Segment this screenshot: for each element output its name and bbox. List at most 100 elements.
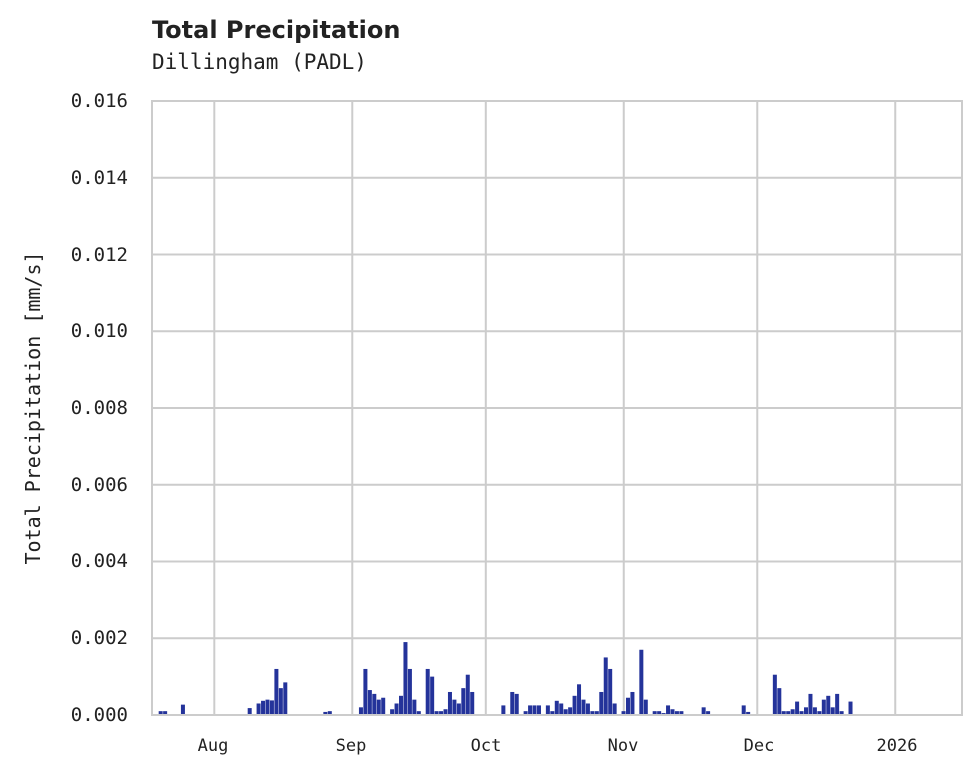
precip-bar [608,668,613,715]
precip-bar [799,711,804,715]
precip-bar [639,649,644,715]
precip-bar [701,707,706,715]
precip-bar [265,699,270,715]
precip-bar [261,700,266,715]
precip-bar [269,700,274,715]
precip-bar [835,693,840,715]
precip-bar [256,703,261,715]
precip-bar [403,642,408,715]
precip-bar [781,711,786,715]
precip-bar [666,705,671,715]
precip-bar [407,668,412,715]
precip-bar [603,657,608,715]
precip-bar [416,711,421,715]
precip-bar [594,711,599,715]
precip-bar [577,684,582,715]
precip-bar [545,705,550,715]
y-tick-7: 0.014 [70,167,128,189]
x-tick-sep: Sep [335,736,367,756]
precip-bar [390,709,395,715]
y-tick-6: 0.012 [70,244,128,266]
x-tick-oct: Oct [470,736,502,756]
x-tick-2026: 2026 [876,736,918,756]
precip-bar [278,688,283,715]
precip-bar [367,690,372,715]
precip-bar [821,699,826,715]
precip-bar [826,695,831,715]
y-tick-8: 0.016 [70,90,128,112]
precip-bar [554,700,559,715]
precip-bar [804,707,809,715]
precip-bar [808,693,813,715]
precip-bar [528,705,533,715]
chart-subtitle: Dillingham (PADL) [152,50,367,74]
y-tick-3: 0.006 [70,474,128,496]
y-tick-4: 0.008 [70,397,128,419]
precip-bar [514,693,519,715]
y-tick-1: 0.002 [70,627,128,649]
precip-bar [372,693,377,715]
precip-bar [643,699,648,715]
precip-bar [559,703,564,715]
precip-bar [572,695,577,715]
precip-bar [839,711,844,715]
precip-bar [674,711,679,715]
precip-bar [439,711,444,715]
precip-bar [461,688,466,715]
chart-title: Total Precipitation [152,16,401,44]
precip-bar [376,699,381,715]
precip-bar [358,707,363,715]
precip-bar [786,711,791,715]
precip-bar [434,711,439,715]
precip-bar [848,701,853,715]
precip-bar [399,695,404,715]
precip-bar [817,711,822,715]
precip-bar [523,711,528,715]
precip-bar [465,674,470,715]
x-tick-dec: Dec [743,736,775,756]
precip-bar [394,703,399,715]
y-tick-5: 0.010 [70,320,128,342]
precip-bar [563,709,568,715]
precip-bar [247,708,252,715]
plot-frame [151,100,963,716]
x-tick-nov: Nov [607,736,639,756]
precip-bar [741,705,746,715]
precip-bar [456,703,461,715]
precipitation-bars [158,642,853,715]
precip-bar [180,704,185,715]
precip-bar [625,697,630,715]
precip-bar [510,691,515,715]
precip-bar [568,707,573,715]
precip-bar [381,697,386,715]
precip-bar [327,711,332,715]
precip-bar [536,705,541,715]
precip-bar [621,711,626,715]
precip-bar [590,711,595,715]
precip-bar [430,676,435,715]
precip-bar [550,711,555,715]
precip-bar [283,682,288,715]
precip-bar [452,699,457,715]
precip-bar [501,705,506,715]
precip-bar [790,709,795,715]
precip-bar [158,711,163,715]
precip-bar [599,691,604,715]
precip-bar [581,699,586,715]
precip-bar [670,709,675,715]
precip-bar [812,707,817,715]
precip-bar [532,705,537,715]
precip-bar [447,691,452,715]
x-tick-aug: Aug [197,736,229,756]
precip-bar [470,691,475,715]
precip-bar [363,668,368,715]
precip-bar [612,703,617,715]
precip-bar [585,703,590,715]
precip-bar [830,707,835,715]
precip-bar [443,709,448,715]
precip-bar [163,711,168,715]
precip-bar [425,668,430,715]
precip-bar [657,711,662,715]
precip-bar [795,701,800,715]
